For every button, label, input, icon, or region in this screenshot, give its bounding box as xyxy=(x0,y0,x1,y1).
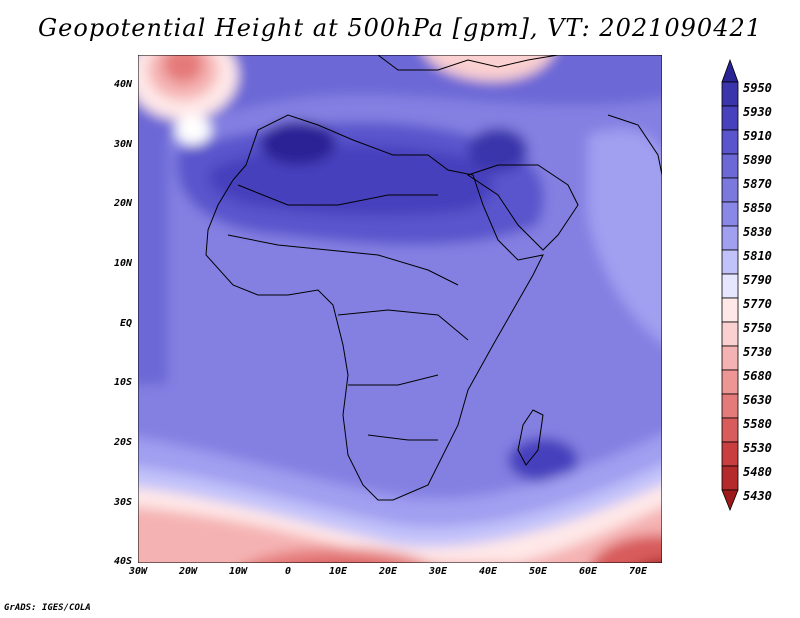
ylabel-30n: 30N xyxy=(113,139,132,150)
colorbar-label-5830: 5830 xyxy=(743,225,772,239)
ylabel-30s: 30S xyxy=(113,497,132,508)
colorbar-label-5910: 5910 xyxy=(743,129,772,143)
xlabel-60e: 60E xyxy=(578,566,598,577)
colorbar-label-5850: 5850 xyxy=(743,201,772,215)
colorbar-segment xyxy=(721,249,739,275)
colorbar-label-5730: 5730 xyxy=(743,345,772,359)
colorbar-label-5580: 5580 xyxy=(743,417,772,431)
colorbar-segment xyxy=(721,489,739,512)
colorbar-segment xyxy=(721,105,739,131)
colorbar-segment xyxy=(721,201,739,227)
ylabel-10n: 10N xyxy=(113,258,132,269)
colorbar-label-5810: 5810 xyxy=(743,249,772,263)
colorbar-label-5870: 5870 xyxy=(743,177,772,191)
xlabel-0: 0 xyxy=(284,566,292,577)
xlabel-20w: 20W xyxy=(178,566,198,577)
colorbar-label-5480: 5480 xyxy=(743,465,772,479)
colorbar-segment xyxy=(721,465,739,491)
colorbar-label-5430: 5430 xyxy=(743,489,772,503)
colorbar-segment xyxy=(721,129,739,155)
ylabel-40n: 40N xyxy=(113,79,132,90)
xlabel-10e: 10E xyxy=(328,566,348,577)
ylabel-40s: 40S xyxy=(113,556,132,567)
ylabel-20s: 20S xyxy=(113,437,132,448)
colorbar-segment xyxy=(721,417,739,443)
colorbar-label-5790: 5790 xyxy=(743,273,772,287)
ylabel-eq: EQ xyxy=(119,318,132,329)
colorbar-label-5890: 5890 xyxy=(743,153,772,167)
colorbar-label-5770: 5770 xyxy=(743,297,772,311)
colorbar-label-5680: 5680 xyxy=(743,369,772,383)
colorbar-segment xyxy=(721,177,739,203)
xlabel-70e: 70E xyxy=(628,566,648,577)
colorbar xyxy=(721,58,739,512)
colorbar-label-5750: 5750 xyxy=(743,321,772,335)
colorbar-segment xyxy=(721,58,739,83)
colorbar-segment xyxy=(721,369,739,395)
xlabel-30w: 30W xyxy=(128,566,148,577)
colorbar-segment xyxy=(721,393,739,419)
colorbar-segment xyxy=(721,273,739,299)
colorbar-segment xyxy=(721,345,739,371)
xlabel-20e: 20E xyxy=(378,566,398,577)
grads-credit: GrADS: IGES/COLA xyxy=(4,603,91,613)
xlabel-50e: 50E xyxy=(528,566,548,577)
colorbar-segment xyxy=(721,225,739,251)
map-title: Geopotential Height at 500hPa [gpm], VT:… xyxy=(38,14,762,42)
colorbar-segment xyxy=(721,81,739,107)
xlabel-10w: 10W xyxy=(228,566,248,577)
colorbar-segment xyxy=(721,153,739,179)
colorbar-segment xyxy=(721,321,739,347)
xlabel-40e: 40E xyxy=(478,566,498,577)
colorbar-label-5530: 5530 xyxy=(743,441,772,455)
ylabel-10s: 10S xyxy=(113,377,132,388)
ylabel-20n: 20N xyxy=(113,198,132,209)
xlabel-30e: 30E xyxy=(428,566,448,577)
geopotential-map xyxy=(138,55,662,563)
colorbar-segment xyxy=(721,297,739,323)
colorbar-label-5630: 5630 xyxy=(743,393,772,407)
colorbar-label-5950: 5950 xyxy=(743,81,772,95)
colorbar-label-5930: 5930 xyxy=(743,105,772,119)
colorbar-segment xyxy=(721,441,739,467)
